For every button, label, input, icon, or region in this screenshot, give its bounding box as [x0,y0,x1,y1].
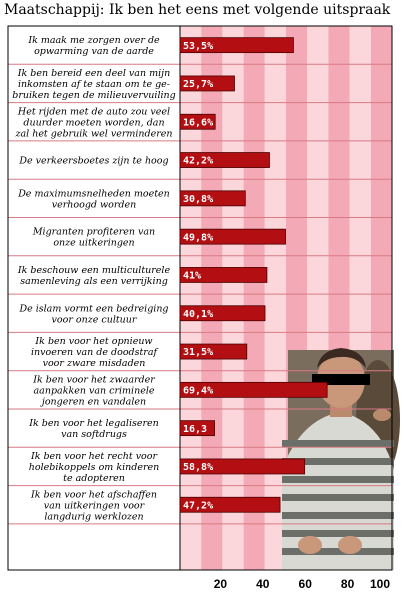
bar [179,458,306,475]
x-tick-label: 60 [299,577,313,591]
statement-line: De islam vormt een bedreiging [18,303,168,314]
statement-line: voor zware misdaden [43,358,146,369]
statement-label: De verkeersboetes zijn te hoog [18,156,168,167]
value-label: 30,8% [183,194,213,205]
bar [179,267,268,283]
statement-label: Ik maak me zorgen over de opwarming van d… [27,35,160,57]
statement-line: van softdrugs [61,429,127,440]
hand-shoulder [373,409,391,421]
value-label: 25,7% [183,79,213,90]
bars: 53,5% 25,7% 16,6% 42,2% 30,8% 49,8% 41% 40,1% 31… [179,37,328,513]
statement-line: De verkeersboetes zijn te hoog [18,156,168,167]
x-tick-label: 20 [214,577,228,591]
statement-line: Ik ben voor het afschaffen [30,489,157,500]
value-label: 41% [183,271,201,282]
bar [179,420,215,437]
statement-label: Het rijden met de auto zou veel duurder m… [14,106,172,139]
eye-censor-bar [312,374,370,385]
value-label: 31,5% [183,347,213,358]
statement-line: onze uitkeringen [53,238,134,249]
statement-line: voor onze cultuur [52,314,138,325]
chart-frame [7,25,393,571]
statement-line: Ik beschouw een multiculturele [17,265,171,276]
bar [179,75,235,92]
hair [317,348,366,368]
statement-label: Migranten profiteren van onze uitkeringen [32,227,155,249]
statement-line: holebikoppels om kinderen [29,462,159,473]
statement-line: duurder moeten worden, dan [23,117,164,128]
bar [179,37,294,54]
bar [179,113,216,130]
value-label: 40,1% [183,309,213,320]
value-label: 47,2% [183,500,213,511]
value-label: 53,5% [183,41,213,52]
statement-line: opwarming van de aarde [34,46,154,57]
bar [179,496,281,513]
x-tick-label: 80 [341,577,355,591]
statement-line: invoeren van de doodstraf [31,347,159,358]
value-label: 49,8% [183,232,213,243]
value-label: 16,6% [183,117,213,128]
statement-line: verhoogd worden [52,199,136,210]
statement-line: inkomsten af te staan om te ge- [18,79,170,90]
statement-label: De islam vormt een bedreiging voor onze c… [18,303,168,325]
statement-line: Migranten profiteren van [32,227,155,238]
hand-right [338,536,362,554]
bar [179,190,246,207]
statement-line: aanpakken van criminele [34,385,155,396]
statement-line: Het rijden met de auto zou veel [17,106,170,117]
statement-label: Ik ben bereid een deel van mijn inkomsten… [12,68,176,101]
bar [179,228,286,245]
value-label: 58,8% [183,462,213,473]
value-label: 69,4% [183,385,213,396]
bar [179,152,270,168]
grid-column [264,26,286,570]
bar [179,305,266,322]
label-column-bg [8,26,180,570]
statement-line: jongeren en vandalen [40,396,146,407]
statement-label: Ik ben voor het legaliseren van softdrugs [28,418,159,440]
x-tick-label: 100 [370,577,390,591]
statement-line: van uitkeringen voor [44,500,146,511]
grid-column [180,26,202,570]
statement-label: Ik ben voor het recht voor holebikoppels … [29,451,159,484]
statement-line: te adopteren [63,473,125,484]
statement-label: Ik ben voor het zwaarder aanpakken van cr… [32,374,156,407]
statement-label: Ik beschouw een multiculturele samenlevin… [17,265,171,287]
value-label: 42,2% [183,156,213,167]
statement-line: Ik ben voor het opnieuw [34,336,152,347]
bar [179,381,328,398]
statement-line: zal het gebruik wel verminderen [14,128,172,139]
statement-labels: Ik maak me zorgen over de opwarming van d… [12,35,176,522]
shirt-stripes [282,440,394,555]
statement-line: bruiken tegen de milieuvervuiling [12,90,176,101]
chart-title: Maatschappij: Ik ben het eens met volgen… [4,2,391,18]
statement-line: Ik ben voor het recht voor [30,451,159,462]
hand-left [298,536,322,554]
grid-column [222,26,244,570]
statement-line: samenleving als een verrijking [20,276,168,287]
grid-column [243,26,265,570]
statement-label: Ik ben voor het afschaffen van uitkeringe… [30,489,157,522]
value-label: 16,3 [183,424,207,435]
statement-line: Ik ben voor het zwaarder [32,374,156,385]
bar [179,343,248,360]
grid-column [201,26,223,570]
statement-line: Ik ben voor het legaliseren [28,418,159,429]
statement-label: De maximumsnelheden moeten verhoogd worde… [17,188,170,210]
statement-line: Ik ben bereid een deel van mijn [17,68,170,79]
x-axis-ticks: 20 40 60 80 100 [214,577,391,591]
statement-line: De maximumsnelheden moeten [17,188,170,199]
statement-line: Ik maak me zorgen over de [27,35,160,46]
row-separators [7,25,393,571]
x-tick-label: 40 [256,577,270,591]
statement-line: langdurig werklozen [44,511,143,522]
statement-label: Ik ben voor het opnieuw invoeren van de d… [31,336,159,369]
